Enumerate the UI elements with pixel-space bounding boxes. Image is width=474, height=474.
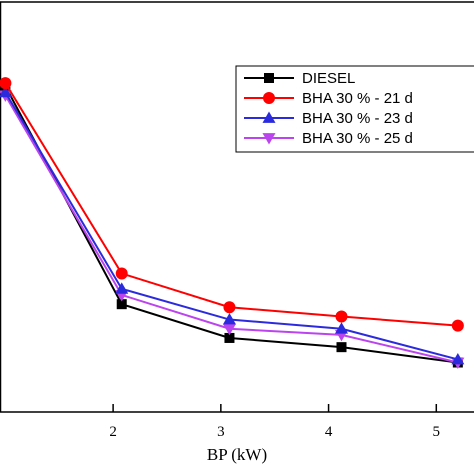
data-point bbox=[0, 85, 12, 98]
data-point bbox=[451, 319, 464, 332]
legend-item: BHA 30 % - 23 d bbox=[244, 110, 413, 127]
legend: DIESEL BHA 30 % - 21 d BHA 30 % - 23 d BHA … bbox=[235, 65, 474, 153]
data-point bbox=[0, 77, 12, 90]
data-point bbox=[336, 342, 347, 353]
data-point bbox=[115, 282, 129, 294]
legend-marker bbox=[262, 111, 276, 123]
data-point bbox=[335, 310, 348, 323]
x-tick-label: 2 bbox=[109, 424, 117, 440]
legend-marker bbox=[262, 133, 276, 145]
data-point bbox=[451, 352, 465, 365]
x-ticks: 2 3 4 5 bbox=[109, 404, 440, 440]
x-tick-label: 3 bbox=[217, 424, 225, 440]
legend-marker bbox=[263, 92, 275, 104]
x-axis-title: BP (kW) bbox=[207, 445, 267, 464]
legend-label: DIESEL bbox=[302, 70, 355, 87]
x-tick-label: 4 bbox=[325, 424, 333, 440]
legend-label: BHA 30 % - 21 d bbox=[302, 90, 413, 107]
data-point bbox=[222, 323, 236, 336]
data-point bbox=[224, 332, 235, 343]
legend-marker bbox=[264, 73, 274, 83]
data-point bbox=[222, 313, 236, 325]
legend-item: BHA 30 % - 21 d bbox=[244, 90, 413, 107]
legend-label: BHA 30 % - 25 d bbox=[302, 130, 413, 147]
legend-label: BHA 30 % - 23 d bbox=[302, 110, 413, 127]
x-tick-label: 5 bbox=[433, 424, 441, 440]
series-bha-30-21-d bbox=[0, 77, 464, 332]
legend-item: DIESEL bbox=[244, 70, 355, 87]
data-point bbox=[223, 301, 236, 314]
series-layer bbox=[0, 77, 465, 370]
series-bha-30-23-d bbox=[0, 85, 465, 365]
plot-area bbox=[0, 1, 474, 413]
legend-item: BHA 30 % - 25 d bbox=[244, 130, 413, 147]
data-point bbox=[115, 267, 128, 280]
data-point bbox=[116, 299, 127, 310]
data-point bbox=[334, 322, 348, 334]
